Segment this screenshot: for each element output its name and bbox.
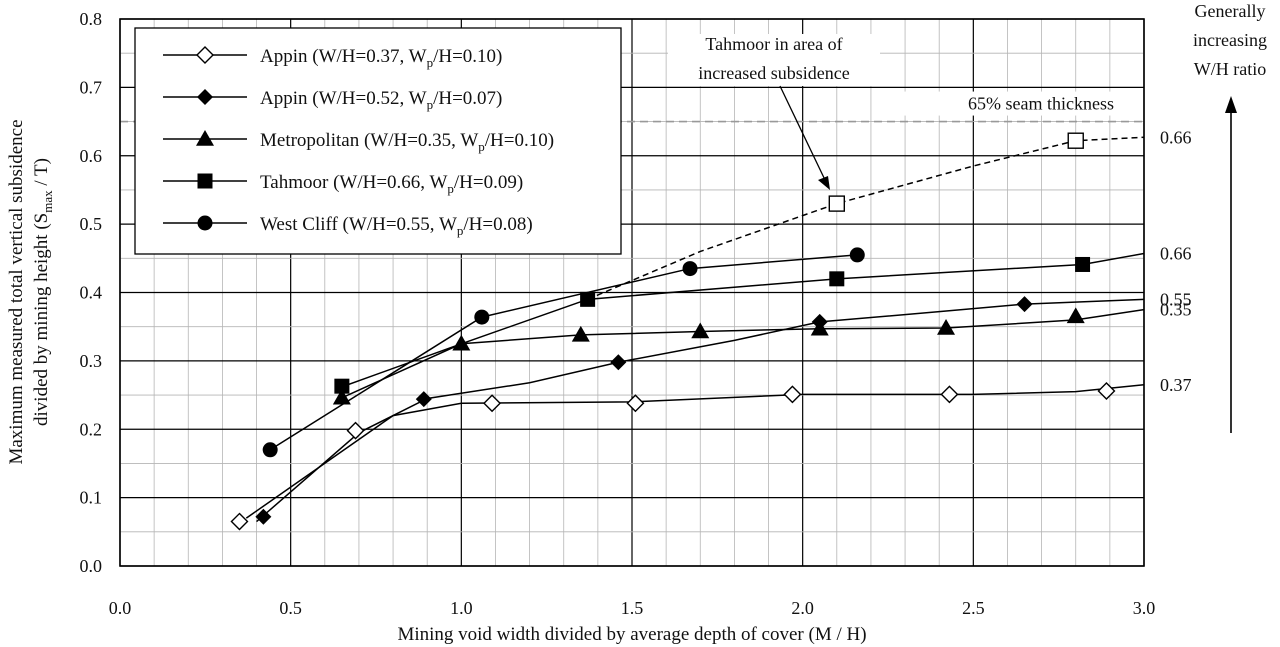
legend-label-4: West Cliff (W/H=0.55, Wp/H=0.08) bbox=[260, 214, 533, 238]
data-point-2 bbox=[452, 334, 471, 351]
tahmoor-increased-point bbox=[828, 195, 845, 212]
data-point-4 bbox=[682, 261, 698, 277]
data-point-3 bbox=[334, 378, 350, 394]
data-point-4 bbox=[262, 442, 278, 458]
y-tick-label: 0.2 bbox=[80, 419, 103, 439]
data-point-1 bbox=[415, 391, 432, 408]
x-tick-label: 1.0 bbox=[450, 598, 473, 618]
data-point-1 bbox=[255, 508, 272, 525]
legend: Appin (W/H=0.37, Wp/H=0.10) Appin (W/H=0.… bbox=[134, 27, 622, 255]
x-tick-label: 1.5 bbox=[621, 598, 644, 618]
tahmoor-increased-point bbox=[1067, 132, 1084, 149]
tahmoor-annotation-arrow bbox=[779, 85, 827, 183]
wh-ratio-arrowhead bbox=[1225, 96, 1237, 113]
legend-marker-4 bbox=[197, 215, 213, 231]
data-point-4 bbox=[474, 309, 490, 325]
data-point-1 bbox=[1016, 296, 1033, 313]
x-tick-label: 0.0 bbox=[109, 598, 132, 618]
y-tick-label: 0.1 bbox=[80, 488, 103, 508]
data-point-4 bbox=[849, 247, 865, 263]
end-label: 0.66 bbox=[1160, 127, 1192, 147]
plot-frame bbox=[119, 18, 1145, 567]
legend-box bbox=[134, 27, 622, 255]
data-point-0 bbox=[783, 385, 802, 404]
wh-ratio-annotation: Generally increasing W/H ratio bbox=[1193, 1, 1267, 433]
data-point-0 bbox=[346, 421, 365, 440]
tahmoor-increased-line bbox=[587, 136, 1145, 301]
data-point-0 bbox=[1097, 381, 1116, 400]
series-line-1 bbox=[256, 298, 1145, 523]
y-tick-label: 0.7 bbox=[80, 77, 103, 97]
x-tick-label: 2.5 bbox=[962, 598, 985, 618]
legend-label-2: Metropolitan (W/H=0.35, Wp/H=0.10) bbox=[260, 130, 554, 154]
y-tick-label: 0.0 bbox=[80, 556, 103, 576]
data-point-0 bbox=[940, 385, 959, 404]
end-label: 0.37 bbox=[1160, 375, 1192, 395]
y-tick-label: 0.4 bbox=[80, 283, 103, 303]
tahmoor-annotation-arrowhead bbox=[818, 176, 830, 190]
y-tick-label: 0.6 bbox=[80, 146, 103, 166]
legend-label-0: Appin (W/H=0.37, Wp/H=0.10) bbox=[260, 46, 502, 70]
legend-label-3: Tahmoor (W/H=0.66, Wp/H=0.09) bbox=[260, 172, 523, 196]
legend-marker-3 bbox=[197, 173, 213, 189]
y-tick-label: 0.8 bbox=[80, 9, 103, 29]
data-point-3 bbox=[580, 291, 596, 307]
data-point-1 bbox=[610, 354, 627, 371]
legend-label-1: Appin (W/H=0.52, Wp/H=0.07) bbox=[260, 88, 502, 112]
data-point-0 bbox=[483, 394, 502, 413]
tahmoor-annotation-line1: Tahmoor in area of bbox=[705, 34, 842, 54]
x-tick-label: 3.0 bbox=[1133, 598, 1156, 618]
data-point-2 bbox=[571, 325, 590, 342]
x-tick-label: 2.0 bbox=[791, 598, 814, 618]
y-axis-title-line1: Maximum measured total vertical subsiden… bbox=[6, 119, 27, 464]
data-point-0 bbox=[230, 512, 249, 531]
legend-marker-0 bbox=[196, 46, 214, 64]
y-axis-title-line2: divided by mining height (Smax / T) bbox=[31, 158, 55, 426]
data-point-2 bbox=[691, 322, 710, 339]
series-line-3 bbox=[341, 252, 1145, 388]
y-tick-label: 0.3 bbox=[80, 351, 103, 371]
x-axis-title: Mining void width divided by average dep… bbox=[397, 624, 866, 645]
end-label: 0.66 bbox=[1160, 244, 1192, 264]
y-tick-label: 0.5 bbox=[80, 214, 103, 234]
series-line-2 bbox=[341, 308, 1145, 399]
data-point-2 bbox=[937, 319, 956, 335]
x-tick-label: 0.5 bbox=[279, 598, 302, 618]
data-point-0 bbox=[626, 394, 645, 413]
wh-ratio-line1: Generally bbox=[1195, 1, 1266, 21]
data-point-2 bbox=[332, 388, 351, 405]
legend-marker-2 bbox=[196, 130, 214, 146]
ticks-group: 0.0 0.5 1.0 1.5 2.0 2.5 3.0 0.0 0.1 0.2 0.3 0.4 0.5 0… bbox=[80, 9, 1156, 618]
legend-marker-1 bbox=[197, 89, 213, 105]
wh-ratio-line3: W/H ratio bbox=[1194, 59, 1266, 79]
series-group bbox=[230, 132, 1145, 531]
end-label: 0.35 bbox=[1160, 300, 1192, 320]
seam-thickness-label: 65% seam thickness bbox=[968, 94, 1114, 114]
series-line-0 bbox=[245, 384, 1145, 519]
wh-ratio-line2: increasing bbox=[1193, 30, 1267, 50]
end-label: 0.55 bbox=[1160, 289, 1192, 309]
data-point-3 bbox=[1075, 256, 1091, 272]
tahmoor-annotation-line2: increased subsidence bbox=[698, 63, 849, 83]
end-labels-group: 0.37 0.550.35 0.66 0.66 bbox=[1160, 127, 1192, 395]
tahmoor-annotation: Tahmoor in area of increased subsidence bbox=[668, 34, 880, 190]
data-point-2 bbox=[1066, 307, 1085, 324]
data-point-2 bbox=[810, 319, 829, 336]
data-point-3 bbox=[829, 271, 845, 287]
